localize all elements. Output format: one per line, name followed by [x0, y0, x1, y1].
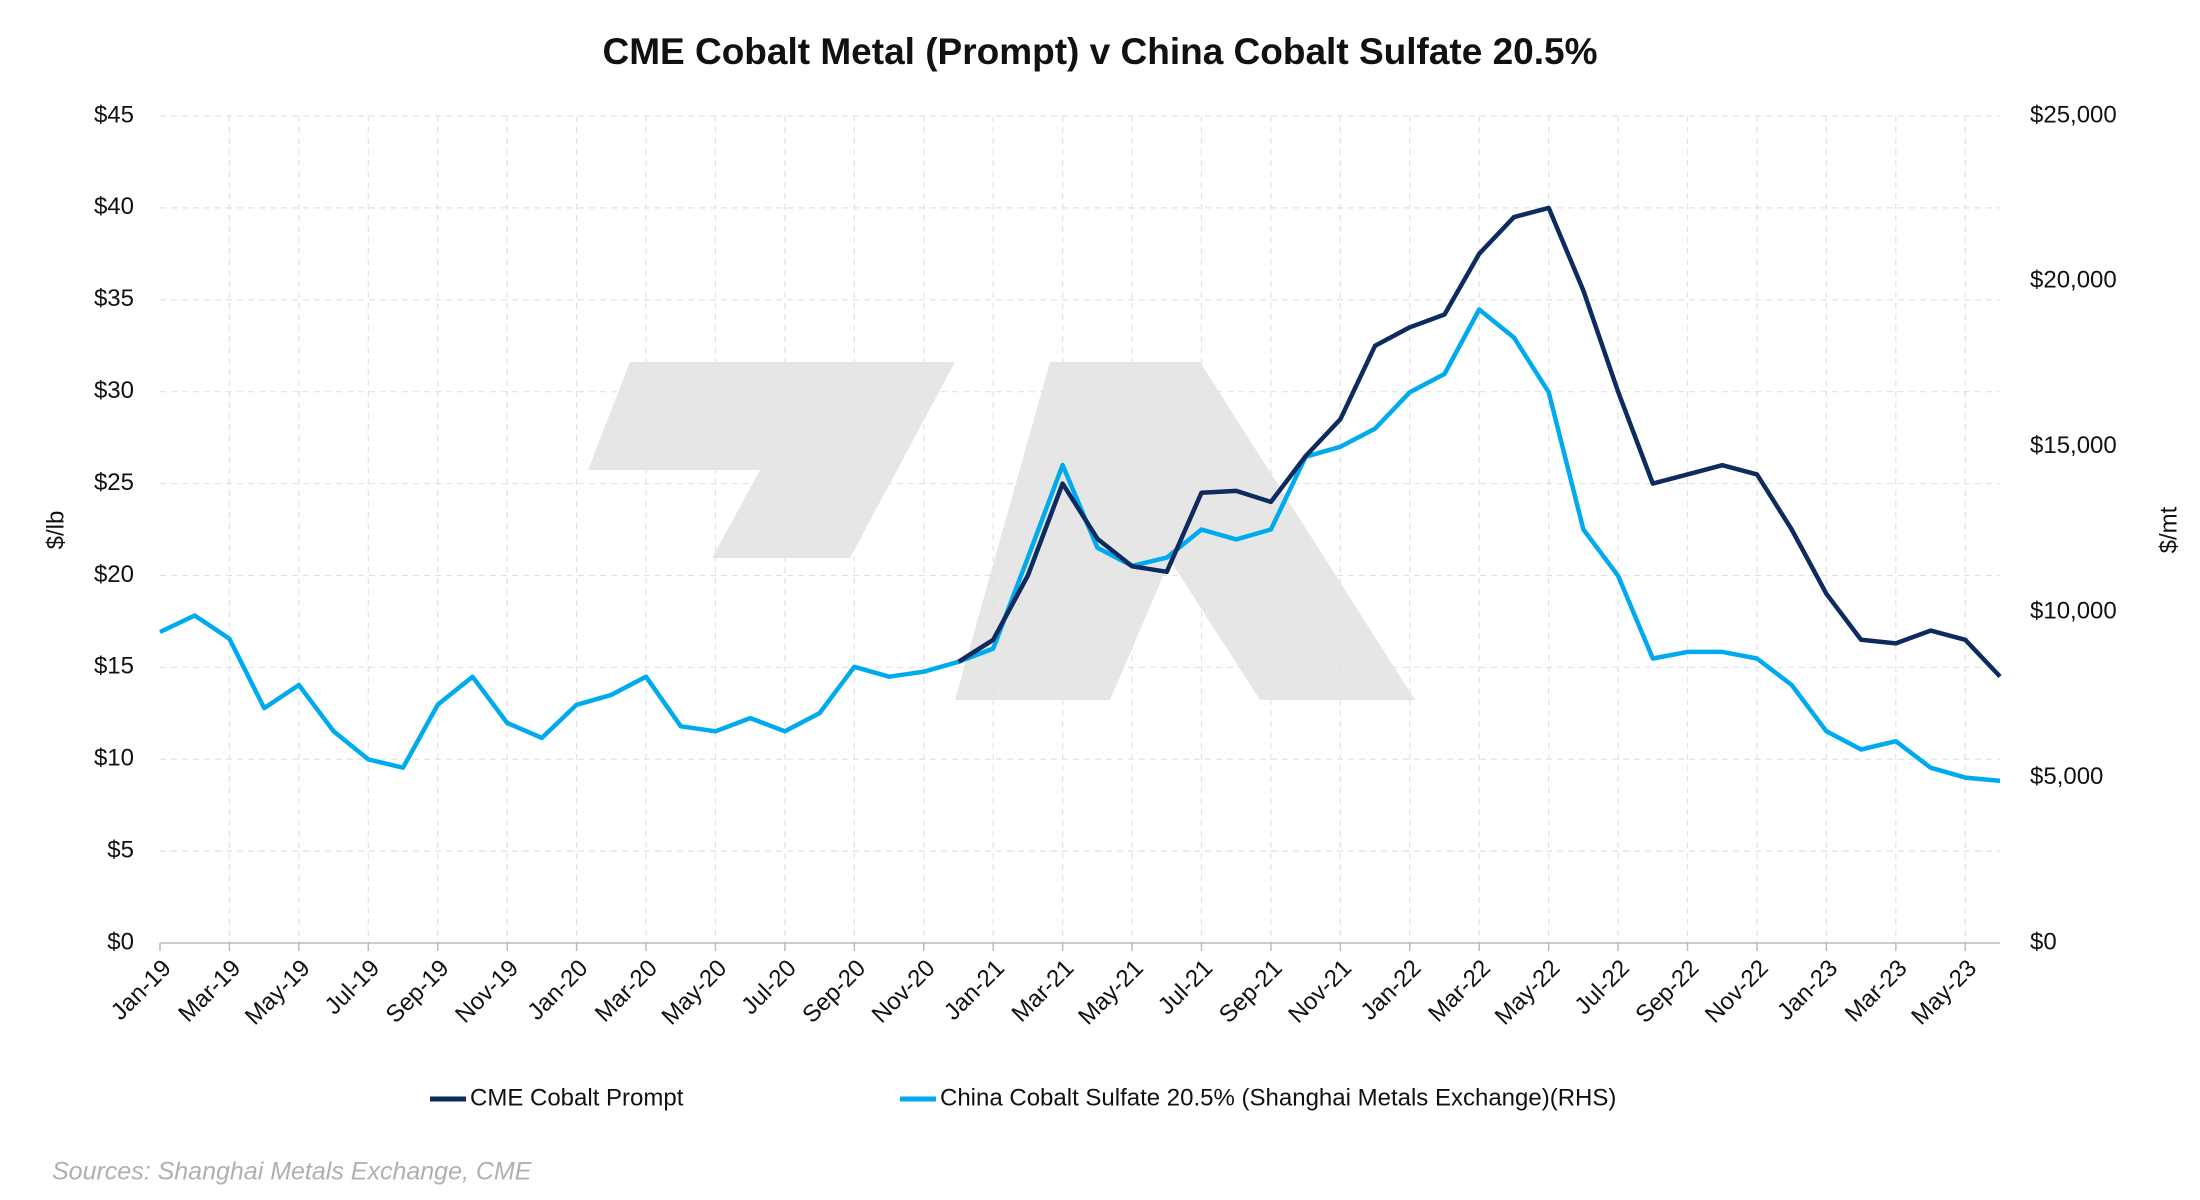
y2-tick-label: $15,000 [2030, 432, 2117, 459]
y-axis-label: $/lb [42, 511, 69, 550]
y2-axis-label: $/mt [2155, 506, 2182, 553]
x-tick-label: Jan-23 [1772, 955, 1843, 1026]
x-tick-label: May-21 [1073, 955, 1149, 1031]
x-tick-label: Mar-23 [1840, 955, 1913, 1028]
y2-tick-label: $10,000 [2030, 598, 2117, 625]
x-tick-label: Sep-21 [1214, 955, 1288, 1029]
y-tick-label: $35 [94, 285, 134, 312]
x-tick-label: Jan-21 [939, 955, 1010, 1026]
legend-label: CME Cobalt Prompt [470, 1084, 684, 1111]
x-tick-label: Sep-19 [381, 955, 455, 1029]
source-note: Sources: Shanghai Metals Exchange, CME [52, 1158, 532, 1186]
y-tick-label: $30 [94, 377, 134, 404]
y2-tick-label: $20,000 [2030, 267, 2117, 294]
y2-tick-label: $5,000 [2030, 763, 2103, 790]
chart-title: CME Cobalt Metal (Prompt) v China Cobalt… [602, 31, 1597, 72]
y-tick-label: $10 [94, 745, 134, 772]
x-tick-label: Mar-21 [1007, 955, 1080, 1028]
x-tick-label: Jul-21 [1153, 955, 1218, 1020]
x-tick-label: Nov-21 [1283, 955, 1357, 1029]
x-tick-label: Mar-19 [173, 955, 246, 1028]
x-tick-label: Sep-22 [1630, 955, 1704, 1029]
y2-tick-label: $0 [2030, 928, 2057, 955]
series-line [957, 205, 2002, 679]
x-tick-label: Nov-22 [1700, 955, 1774, 1029]
x-tick-label: Jul-22 [1570, 955, 1635, 1020]
x-tick-label: Jan-19 [106, 955, 177, 1026]
x-tick-label: Mar-20 [590, 955, 663, 1028]
x-tick-label: Jul-19 [320, 955, 385, 1020]
x-tick-label: May-19 [240, 955, 316, 1031]
legend-label: China Cobalt Sulfate 20.5% (Shanghai Met… [940, 1084, 1616, 1111]
y-tick-label: $0 [107, 928, 134, 955]
x-tick-label: Jan-22 [1356, 955, 1427, 1026]
x-tick-label: Mar-22 [1423, 955, 1496, 1028]
y2-tick-label: $25,000 [2030, 101, 2117, 128]
x-tick-label: Sep-20 [797, 955, 871, 1029]
y-tick-label: $45 [94, 101, 134, 128]
x-tick-label: May-20 [657, 955, 733, 1031]
y-tick-label: $40 [94, 193, 134, 220]
watermark [588, 362, 1415, 700]
x-tick-label: May-22 [1490, 955, 1566, 1031]
y-tick-label: $15 [94, 653, 134, 680]
y-tick-label: $5 [107, 836, 134, 863]
y-tick-label: $20 [94, 561, 134, 588]
x-tick-label: Jul-20 [736, 955, 801, 1020]
x-tick-label: Nov-19 [450, 955, 524, 1029]
x-tick-label: May-23 [1906, 955, 1982, 1031]
y-tick-label: $25 [94, 469, 134, 496]
x-tick-label: Nov-20 [867, 955, 941, 1029]
series-line [159, 307, 2001, 784]
x-tick-label: Jan-20 [522, 955, 593, 1026]
